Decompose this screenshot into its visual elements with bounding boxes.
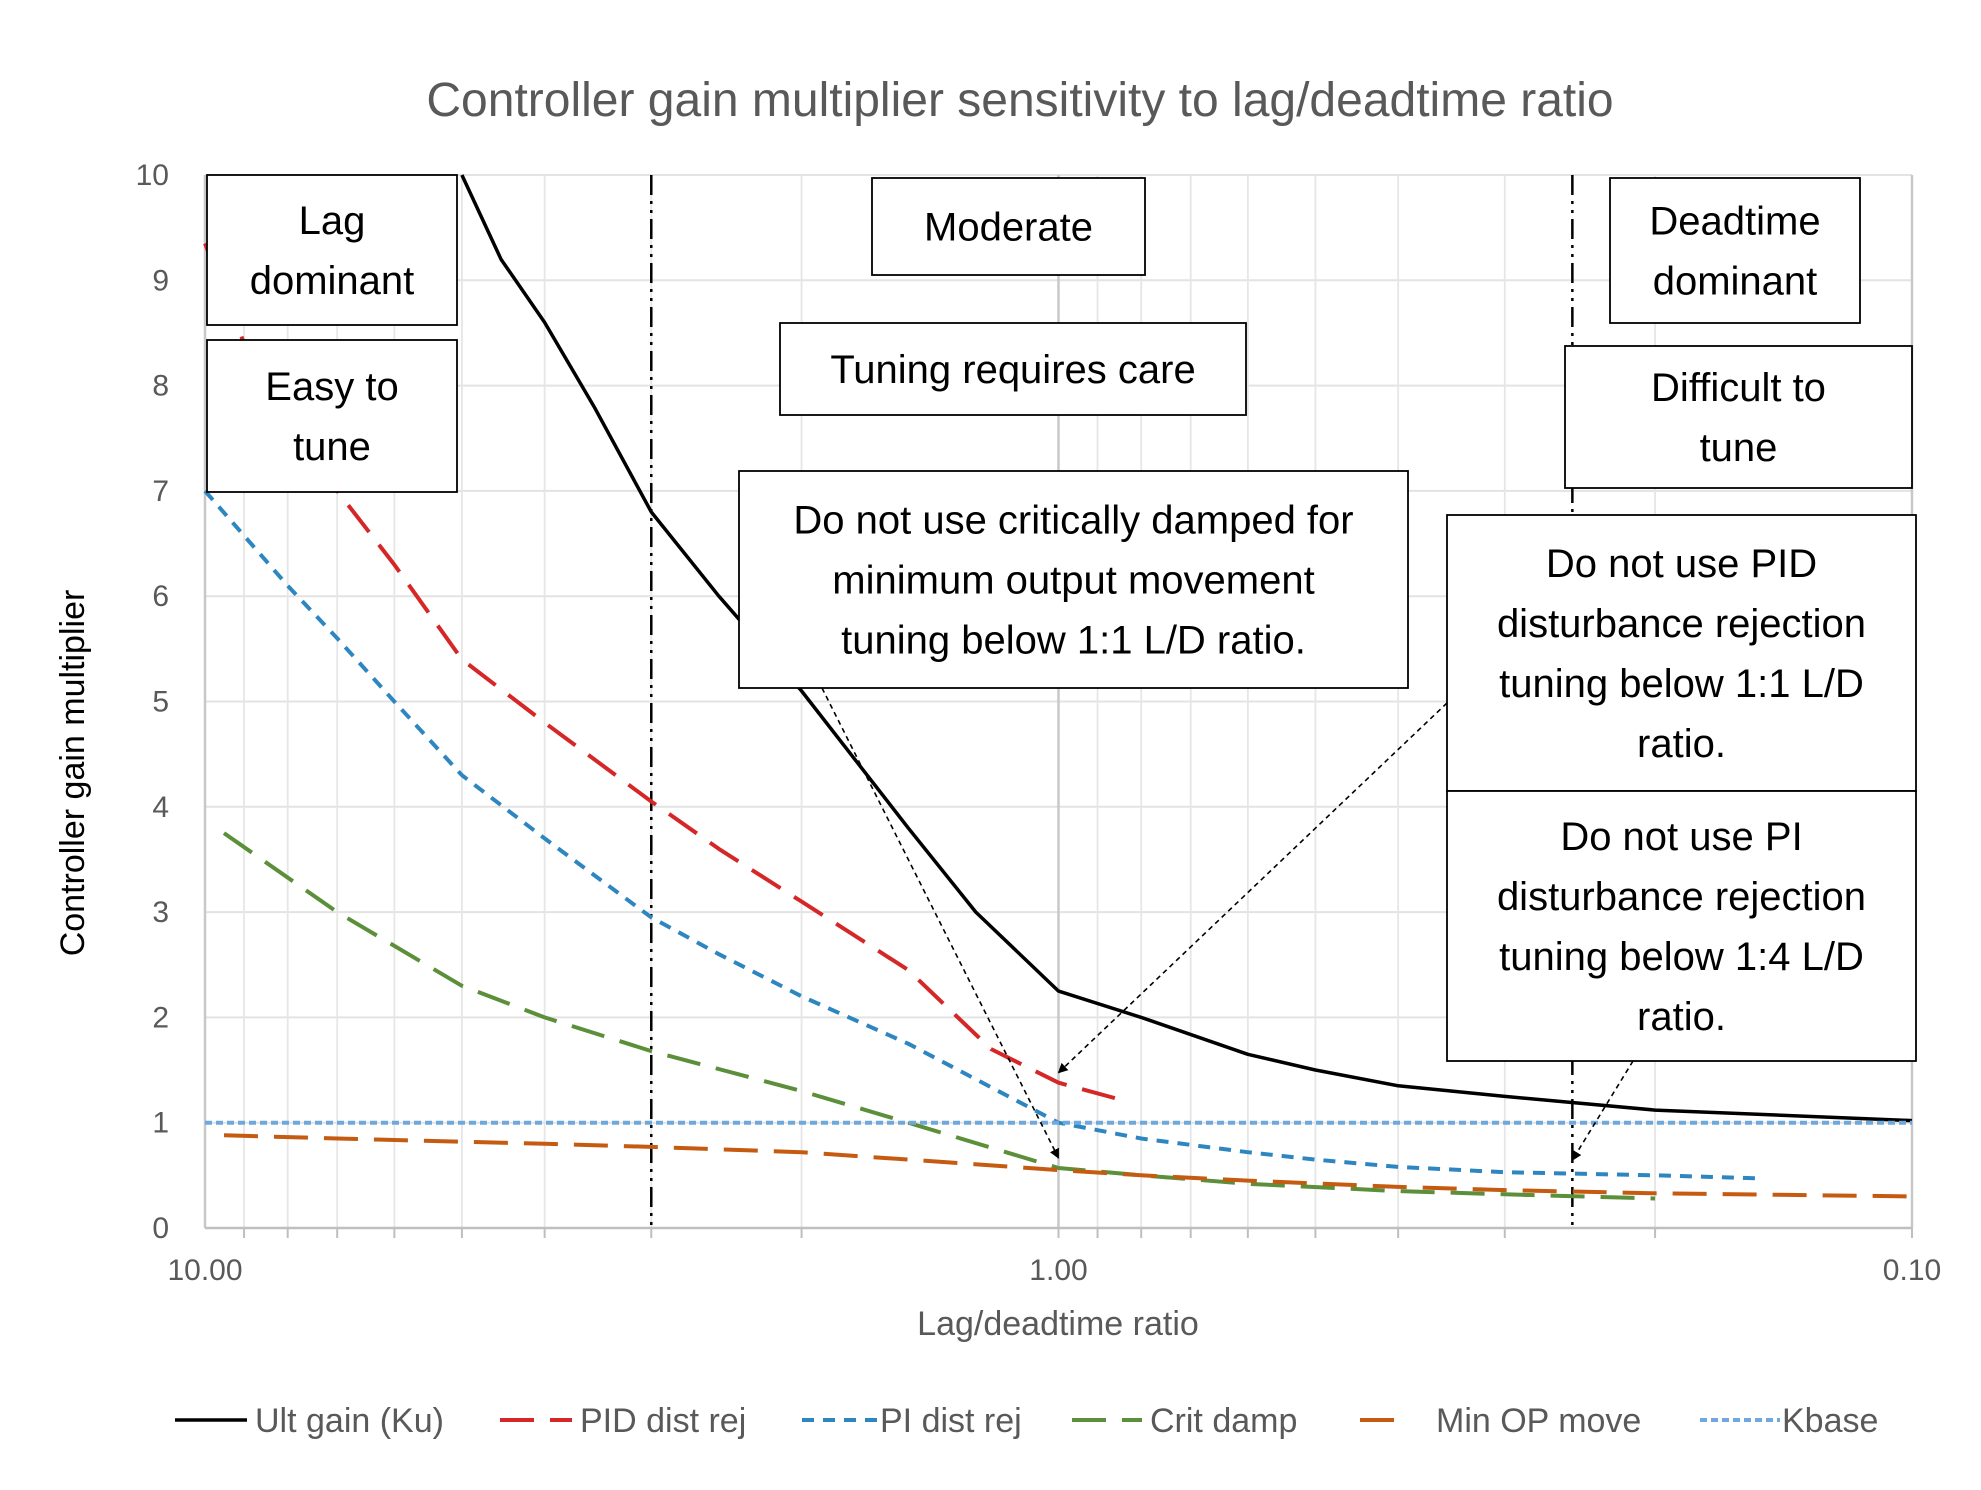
legend-label: PID dist rej	[580, 1402, 746, 1440]
deadtime-dominant-box	[1609, 177, 1861, 324]
pid-note-text: tuning below 1:1 L/D	[1499, 662, 1864, 706]
y-tick-label: 10	[136, 159, 169, 192]
moderate-text: Moderate	[924, 206, 1093, 250]
pid-note-text: disturbance rejection	[1497, 602, 1866, 646]
legend-label: Kbase	[1782, 1402, 1878, 1440]
x-axis-label: Lag/deadtime ratio	[917, 1305, 1199, 1343]
x-tick-label: 10.00	[167, 1254, 242, 1287]
series-line	[222, 831, 1656, 1201]
axes	[205, 1226, 1913, 1238]
y-tick-label: 8	[152, 370, 169, 403]
pi-note-arrow	[1571, 1060, 1634, 1161]
legend-label: Ult gain (Ku)	[255, 1402, 444, 1440]
lag-dominant-text: dominant	[250, 259, 415, 303]
chart-title: Controller gain multiplier sensitivity t…	[426, 74, 1613, 127]
difficult-to-tune-box	[1564, 345, 1913, 489]
x-tick-label: 0.10	[1883, 1254, 1941, 1287]
deadtime-dominant-text: Deadtime	[1649, 200, 1820, 244]
y-tick-label: 9	[152, 264, 169, 297]
easy-to-tune-text: tune	[293, 425, 371, 469]
pi-note-text: Do not use PI	[1560, 815, 1802, 859]
y-axis-label: Controller gain multiplier	[54, 590, 92, 957]
deadtime-dominant-text: dominant	[1653, 260, 1818, 304]
pi-note-box	[1446, 790, 1917, 1062]
tuning-requires-care-text: Tuning requires care	[830, 348, 1195, 392]
pi-note-text: disturbance rejection	[1497, 875, 1866, 919]
lag-dominant-text: Lag	[299, 199, 366, 243]
difficult-to-tune-text: Difficult to	[1651, 366, 1826, 410]
y-tick-label: 3	[152, 896, 169, 929]
annotations: Lag dominant Easy to tune Moderate Tuning req…	[206, 174, 1917, 1161]
pid-note-text: ratio.	[1637, 722, 1726, 766]
difficult-to-tune-text: tune	[1700, 426, 1778, 470]
crit-damped-note-box	[738, 470, 1409, 689]
pi-note-text: tuning below 1:4 L/D	[1499, 935, 1864, 979]
crit-damped-note-text: tuning below 1:1 L/D ratio.	[841, 619, 1306, 663]
legend-label: PI dist rej	[880, 1402, 1022, 1440]
pi-note-text: ratio.	[1637, 995, 1726, 1039]
series-lines	[203, 174, 1913, 1201]
y-tick-label: 6	[152, 580, 169, 613]
y-tick-label: 7	[152, 475, 169, 508]
moderate-box	[871, 177, 1146, 276]
y-tick-label: 2	[152, 1001, 169, 1034]
pid-note-box	[1446, 514, 1917, 792]
legend-label: Min OP move	[1436, 1402, 1641, 1440]
series-line	[223, 1133, 1913, 1199]
crit-damped-note-text: minimum output movement	[832, 559, 1314, 603]
series-line	[203, 489, 1762, 1181]
tick-labels: 0 1 2 3 4 5 6 7 8 9 10 10.00 1.00 0.10	[136, 159, 1942, 1287]
lag-dominant-box	[206, 174, 458, 326]
crit-damped-note-arrow	[821, 687, 1060, 1159]
easy-to-tune-box	[206, 339, 458, 493]
series-line	[460, 174, 1913, 1123]
pid-note-text: Do not use PID	[1546, 542, 1817, 586]
crit-damped-note-text: Do not use critically damped for	[793, 499, 1353, 543]
easy-to-tune-text: Easy to	[265, 365, 398, 409]
y-tick-label: 1	[152, 1107, 169, 1140]
x-tick-label: 1.00	[1029, 1254, 1087, 1287]
legend: Ult gain (Ku) PID dist rej PI dist rej Crit…	[175, 1402, 1878, 1440]
y-tick-label: 4	[152, 791, 169, 824]
legend-label: Crit damp	[1150, 1402, 1297, 1440]
y-tick-label: 0	[152, 1212, 169, 1245]
y-tick-label: 5	[152, 686, 169, 719]
tuning-requires-care-box	[779, 322, 1247, 416]
